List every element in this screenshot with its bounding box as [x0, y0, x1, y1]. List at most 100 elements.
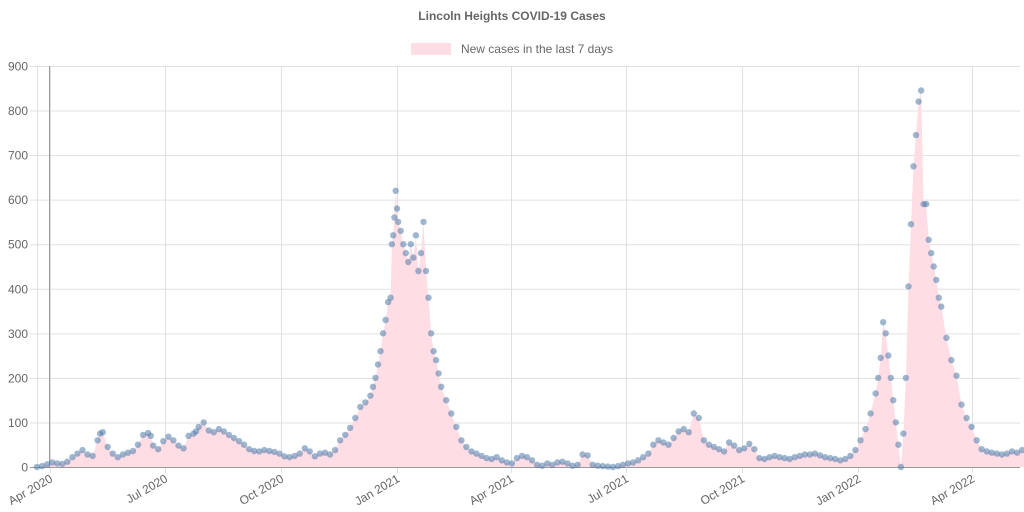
data-point[interactable] [877, 354, 884, 361]
data-point[interactable] [388, 241, 396, 248]
data-point[interactable] [1003, 450, 1011, 457]
data-point[interactable] [114, 454, 122, 461]
data-point[interactable] [599, 462, 606, 470]
data-point[interactable] [564, 460, 571, 467]
data-point[interactable] [518, 452, 526, 460]
data-point[interactable] [438, 383, 445, 390]
data-point[interactable] [645, 450, 652, 457]
data-point[interactable] [33, 463, 41, 471]
data-point[interactable] [801, 451, 809, 458]
data-point[interactable] [240, 441, 248, 448]
data-point[interactable] [700, 437, 708, 444]
data-point[interactable] [271, 448, 278, 456]
data-point[interactable] [776, 454, 783, 461]
data-point[interactable] [900, 430, 907, 437]
data-point[interactable] [369, 383, 377, 390]
data-point[interactable] [150, 442, 157, 449]
data-point[interactable] [139, 431, 147, 439]
data-point[interactable] [430, 348, 437, 355]
data-point[interactable] [933, 276, 940, 284]
data-point[interactable] [695, 414, 702, 422]
data-point[interactable] [321, 449, 329, 456]
data-point[interactable] [473, 450, 480, 457]
data-point[interactable] [549, 461, 556, 468]
data-point[interactable] [832, 455, 839, 463]
data-point[interactable] [796, 452, 804, 460]
data-point[interactable] [331, 446, 339, 454]
data-point[interactable] [875, 374, 882, 382]
data-point[interactable] [963, 414, 970, 422]
data-point[interactable] [731, 442, 738, 449]
data-point[interactable] [165, 433, 172, 440]
data-point[interactable] [382, 316, 389, 324]
data-point[interactable] [1018, 446, 1024, 454]
data-point[interactable] [134, 441, 142, 448]
data-point[interactable] [907, 221, 915, 228]
data-point[interactable] [420, 218, 427, 226]
data-point[interactable] [665, 441, 672, 448]
data-point[interactable] [887, 374, 894, 382]
data-point[interactable] [503, 459, 510, 466]
data-point[interactable] [528, 457, 536, 464]
data-point[interactable] [579, 451, 586, 458]
data-point[interactable] [609, 463, 617, 471]
data-point[interactable] [890, 397, 897, 404]
data-point[interactable] [367, 392, 374, 399]
data-point[interactable] [958, 401, 965, 408]
data-point[interactable] [443, 397, 450, 404]
chart-legend[interactable]: New cases in the last 7 days [0, 42, 1024, 56]
data-point[interactable] [847, 452, 854, 460]
data-point[interactable] [885, 352, 892, 359]
data-point[interactable] [544, 460, 551, 467]
data-point[interactable] [660, 439, 667, 446]
data-point[interactable] [390, 232, 397, 239]
data-point[interactable] [508, 460, 516, 467]
data-point[interactable] [902, 374, 910, 382]
data-point[interactable] [311, 453, 319, 460]
data-point[interactable] [725, 439, 733, 446]
data-point[interactable] [235, 438, 243, 445]
data-point[interactable] [766, 454, 773, 461]
data-point[interactable] [837, 457, 844, 464]
data-point[interactable] [458, 437, 465, 444]
data-point[interactable] [761, 455, 768, 463]
data-point[interactable] [301, 445, 308, 452]
data-point[interactable] [746, 440, 753, 447]
data-point[interactable] [993, 450, 1001, 457]
data-point[interactable] [276, 450, 283, 457]
data-point[interactable] [736, 446, 743, 454]
data-point[interactable] [155, 446, 162, 453]
data-point[interactable] [377, 348, 384, 355]
data-point[interactable] [983, 448, 990, 455]
data-point[interactable] [655, 437, 662, 444]
data-point[interactable] [69, 454, 76, 461]
data-point[interactable] [435, 370, 442, 377]
legend-label[interactable]: New cases in the last 7 days [460, 42, 614, 56]
data-point[interactable] [402, 249, 409, 257]
data-point[interactable] [973, 437, 980, 444]
data-point[interactable] [84, 451, 91, 458]
data-point[interactable] [680, 425, 687, 433]
data-point[interactable] [468, 448, 475, 455]
data-point[interactable] [326, 451, 334, 458]
data-point[interactable] [640, 454, 647, 461]
data-point[interactable] [710, 443, 718, 451]
data-point[interactable] [286, 454, 293, 461]
data-point[interactable] [336, 437, 344, 444]
data-point[interactable] [170, 437, 177, 444]
data-point[interactable] [180, 445, 187, 452]
data-point[interactable] [374, 361, 382, 368]
data-point[interactable] [791, 454, 798, 461]
data-point[interactable] [917, 87, 925, 94]
data-point[interactable] [756, 454, 763, 462]
data-point[interactable] [811, 450, 819, 457]
data-point[interactable] [74, 450, 81, 457]
data-point[interactable] [629, 459, 637, 466]
data-point[interactable] [897, 463, 905, 471]
data-point[interactable] [405, 258, 412, 266]
data-point[interactable] [872, 390, 879, 397]
data-point[interactable] [948, 356, 955, 364]
data-point[interactable] [225, 431, 233, 439]
data-point[interactable] [205, 427, 212, 434]
data-point[interactable] [882, 330, 889, 337]
